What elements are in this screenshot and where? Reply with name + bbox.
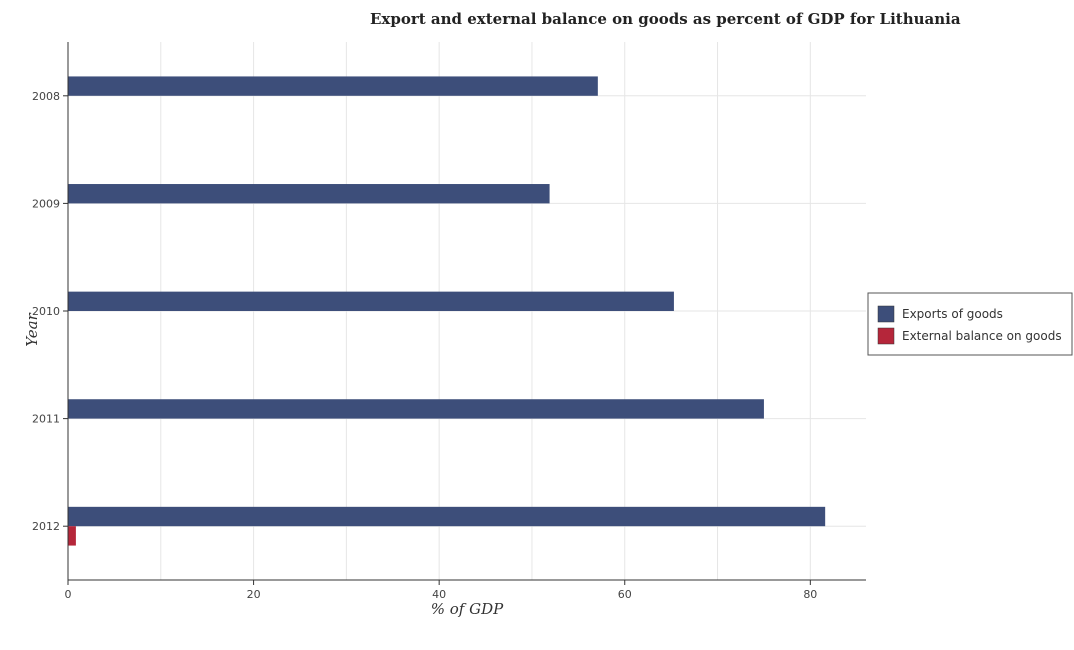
exports-bar [68,506,826,527]
axes: 0 20 40 60 80 2008 2009 2010 2011 2012 [32,42,866,601]
legend: Exports of goods External balance on good… [867,292,1073,356]
x-tick-label: 60 [618,588,632,601]
chart-title: Export and external balance on goods as … [370,10,961,28]
exports-bar [68,399,764,419]
x-tick-label: 40 [432,588,446,601]
legend-label: Exports of goods [902,307,1003,321]
exports-bar [68,291,674,311]
legend-swatch [877,305,895,323]
y-tick-label: 2010 [32,305,60,318]
bars [68,76,826,546]
y-tick-label: 2011 [32,413,60,426]
legend-swatch [877,327,895,345]
x-tick-label: 0 [65,588,72,601]
legend-label: External balance on goods [902,329,1062,343]
y-tick-label: 2012 [32,520,60,533]
exports-bar [68,184,550,204]
exports-bar [68,76,598,96]
external-balance-bar [68,526,76,546]
x-axis-label: % of GDP [431,600,504,618]
y-axis-label: Year [23,312,41,346]
legend-box [867,292,1073,356]
y-tick-label: 2008 [32,90,60,103]
y-tick-label: 2009 [32,197,60,210]
x-tick-label: 80 [803,588,817,601]
x-tick-label: 20 [247,588,261,601]
